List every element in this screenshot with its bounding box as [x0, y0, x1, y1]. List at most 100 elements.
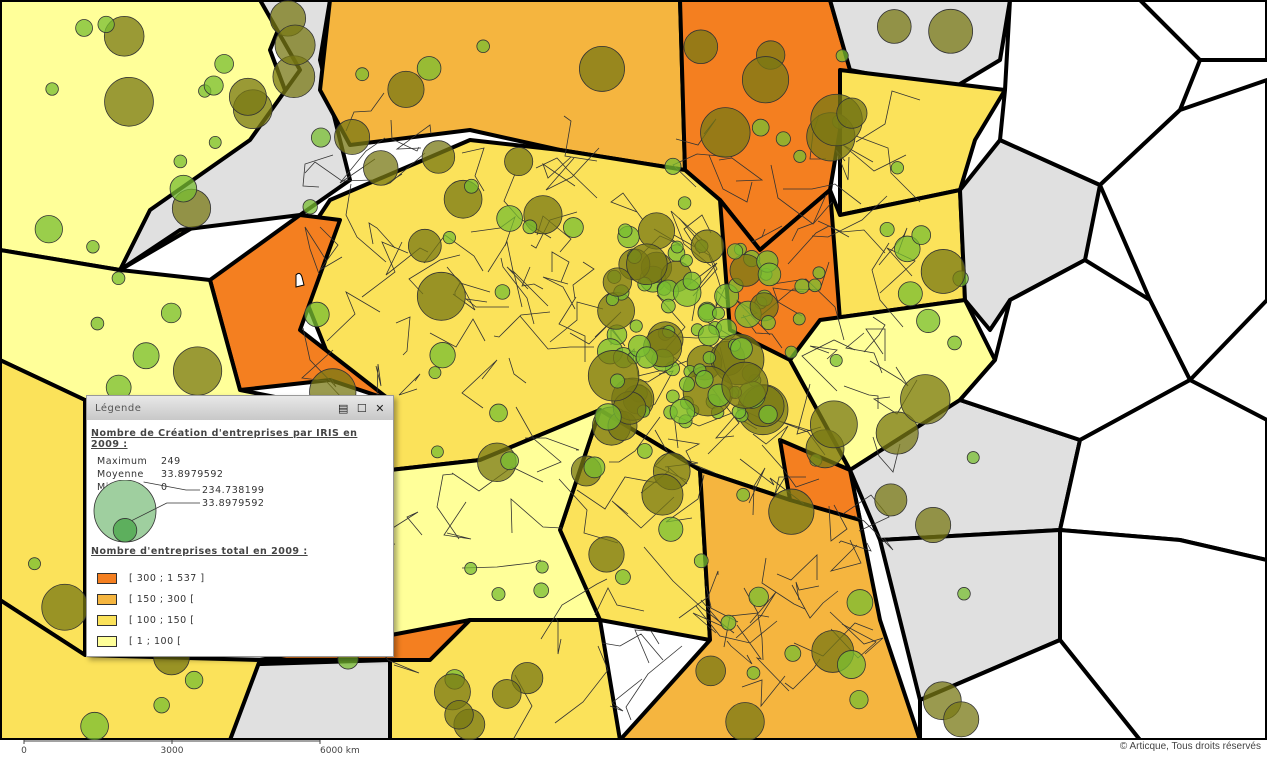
stat-row: Maximum 249: [97, 456, 393, 467]
iris-boundary: [829, 539, 862, 572]
close-button[interactable]: ✕: [375, 401, 385, 415]
iris-boundary: [772, 287, 805, 317]
scale-label: 6000 km: [320, 746, 360, 756]
iris-boundary: [855, 90, 921, 143]
iris-boundary: [736, 624, 790, 692]
iris-boundary: [594, 587, 645, 616]
iris-boundary: [672, 153, 733, 188]
class-swatch: [97, 594, 117, 605]
map-symbol: [741, 56, 790, 104]
map-symbol: [302, 199, 318, 215]
class-swatch: [97, 615, 117, 626]
map-symbol: [874, 483, 908, 517]
iris-boundary: [508, 357, 527, 384]
map-symbol: [829, 353, 843, 367]
map-symbol: [680, 254, 693, 267]
map-symbol: [494, 284, 511, 300]
map-symbol: [751, 118, 770, 137]
region[interactable]: [838, 68, 1007, 217]
map-symbol: [957, 587, 971, 601]
iris-boundary: [770, 164, 827, 225]
map-symbol: [203, 75, 224, 96]
maximize-button[interactable]: ☐: [356, 401, 368, 415]
map-symbol: [355, 67, 370, 82]
region[interactable]: [0, 598, 262, 740]
iris-boundary: [828, 504, 848, 542]
iris-boundary: [519, 315, 594, 350]
footer: 0 3000 6000 km © Articque, Tous droits rés…: [0, 740, 1267, 760]
map-symbol: [916, 308, 941, 333]
iris-boundary: [695, 605, 778, 644]
map-symbol: [695, 655, 726, 687]
iris-boundary: [609, 416, 661, 463]
map-symbol: [837, 650, 866, 679]
iris-boundary: [791, 201, 833, 242]
map-symbol: [661, 298, 676, 314]
region[interactable]: [1138, 0, 1267, 62]
size-label: 234.738199: [202, 485, 264, 496]
map-symbol: [725, 702, 765, 740]
iris-boundary: [551, 251, 570, 283]
map-symbol: [768, 488, 815, 535]
iris-boundary: [801, 339, 856, 392]
iris-boundary: [748, 467, 766, 516]
iris-boundary: [783, 183, 862, 205]
region[interactable]: [208, 213, 392, 402]
iris-boundary: [761, 444, 820, 488]
map-symbol: [915, 506, 952, 543]
map-symbol: [698, 324, 720, 347]
iris-boundary: [871, 242, 904, 328]
class-row: [ 150 ; 300 [: [97, 589, 205, 610]
iris-boundary: [361, 241, 409, 298]
map-symbol: [522, 219, 538, 235]
map-symbol: [670, 240, 684, 254]
iris-boundary: [845, 332, 883, 374]
iris-boundary: [601, 633, 664, 661]
legend-panel[interactable]: Légende ▤ ☐ ✕ Nombre de Création d'entre…: [86, 395, 394, 657]
iris-boundary: [436, 473, 460, 540]
class-row: [ 100 ; 150 [: [97, 610, 205, 631]
iris-boundary: [809, 345, 838, 360]
iris-boundary: [735, 591, 777, 639]
map-symbol: [416, 56, 442, 81]
map-symbol: [890, 161, 904, 175]
map-symbol: [879, 221, 895, 237]
scale-label: 0: [21, 746, 27, 756]
iris-boundary: [811, 195, 888, 238]
map-symbol: [793, 149, 807, 163]
class-label: [ 300 ; 1 537 ]: [129, 573, 205, 584]
leader-line: [131, 502, 200, 521]
map-symbol: [28, 557, 41, 571]
iris-boundary: [506, 266, 529, 308]
map-symbol: [808, 278, 822, 293]
iris-boundary: [843, 385, 879, 409]
iris-boundary: [625, 645, 683, 721]
stat-value: 33.8979592: [161, 469, 224, 480]
map-symbol: [588, 536, 625, 573]
legend-header: Légende ▤ ☐ ✕: [87, 396, 393, 420]
map-symbol: [900, 374, 951, 425]
map-symbol: [809, 400, 858, 449]
map-symbol: [757, 262, 782, 287]
menu-button[interactable]: ▤: [338, 401, 349, 415]
map-symbol: [594, 403, 622, 431]
iris-boundary: [772, 278, 845, 341]
map-symbol: [876, 9, 912, 44]
leader-line: [143, 481, 200, 491]
map-symbol: [966, 451, 980, 465]
map-symbol: [34, 215, 63, 244]
region[interactable]: [958, 258, 1192, 442]
map-symbol: [695, 370, 714, 389]
map-symbol: [421, 140, 456, 174]
map-symbol: [794, 278, 810, 294]
iris-boundary: [692, 599, 725, 634]
map-symbol: [835, 49, 849, 63]
stat-value: 249: [161, 456, 181, 467]
iris-boundary: [304, 226, 327, 275]
map-symbol: [602, 267, 632, 297]
iris-boundary: [542, 276, 576, 310]
map-symbol: [416, 271, 466, 321]
map[interactable]: [0, 0, 1267, 740]
iris-boundary: [525, 437, 580, 451]
map-symbol: [760, 315, 776, 331]
